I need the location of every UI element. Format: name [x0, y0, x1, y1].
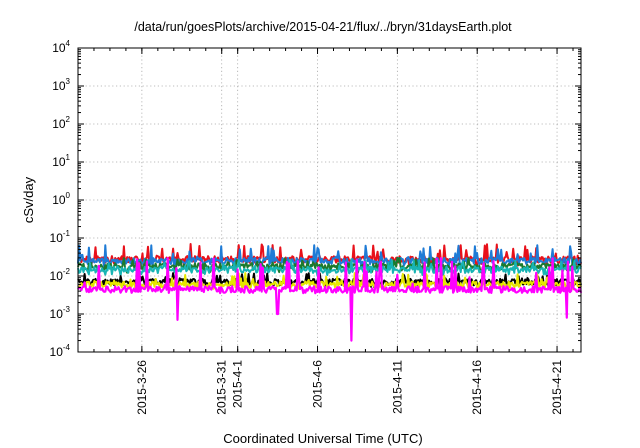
y-tick-label: 10-2 — [50, 267, 71, 283]
y-tick-base: 10 — [50, 231, 64, 245]
y-tick-exponent: 1 — [66, 153, 71, 162]
y-tick-exponent: -2 — [63, 267, 71, 276]
y-tick-label: 10-3 — [50, 305, 71, 321]
y-tick-base: 10 — [50, 269, 64, 283]
y-tick-base: 10 — [52, 41, 66, 55]
y-tick-label: 100 — [52, 191, 70, 207]
x-tick-label: 2015-3-31 — [215, 360, 229, 415]
series-line — [77, 272, 582, 291]
y-tick-exponent: -3 — [63, 305, 71, 314]
y-tick-label: 102 — [52, 115, 70, 131]
series-line — [77, 258, 582, 277]
y-tick-label: 104 — [52, 39, 70, 55]
y-tick-base: 10 — [52, 117, 66, 131]
y-tick-base: 10 — [52, 193, 66, 207]
y-tick-exponent: -1 — [63, 229, 71, 238]
y-axis-label: cSv/day — [21, 176, 36, 223]
series-line — [77, 257, 583, 342]
y-tick-label: 101 — [52, 153, 70, 169]
y-tick-exponent: -4 — [63, 343, 71, 352]
plot-frame — [77, 47, 582, 353]
y-tick-base: 10 — [50, 345, 64, 359]
series-group — [77, 243, 583, 342]
series-line — [77, 272, 582, 289]
x-tick-label: 2015-4-21 — [550, 360, 564, 415]
y-tick-exponent: 4 — [66, 39, 71, 48]
x-tick-label: 2015-4-11 — [390, 360, 404, 414]
y-tick-exponent: 2 — [66, 115, 71, 124]
x-tick-label: 2015-4-16 — [470, 360, 484, 415]
chart-title: /data/run/goesPlots/archive/2015-04-21/f… — [134, 20, 512, 34]
x-tick-label: 2015-3-26 — [135, 360, 149, 415]
y-tick-label: 103 — [52, 77, 70, 93]
x-tick-label: 2015-4-1 — [231, 360, 245, 408]
grid — [78, 48, 581, 352]
y-tick-label: 10-1 — [50, 229, 71, 245]
x-tick-label: 2015-4-6 — [311, 360, 325, 408]
y-tick-base: 10 — [50, 307, 64, 321]
y-tick-base: 10 — [52, 155, 66, 169]
x-axis-label: Coordinated Universal Time (UTC) — [223, 431, 422, 446]
y-tick-exponent: 0 — [66, 191, 71, 200]
y-tick-label: 10-4 — [50, 343, 71, 359]
y-tick-exponent: 3 — [66, 77, 71, 86]
series-line — [77, 244, 582, 269]
y-tick-base: 10 — [52, 79, 66, 93]
x-tick-labels: 2015-3-26 2015-3-31 2015-4-1 2015-4-6 2015-4… — [135, 360, 564, 415]
